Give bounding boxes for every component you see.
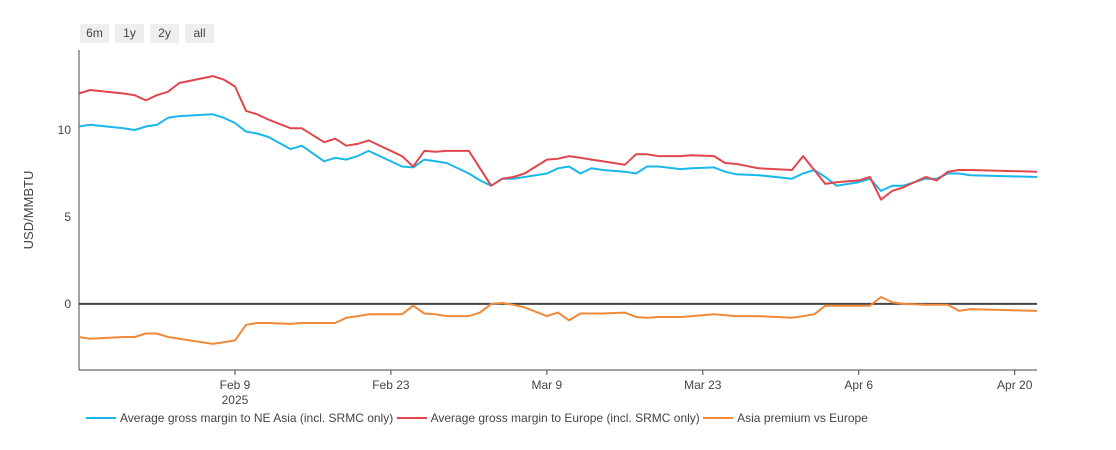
series-line-premium [78, 296, 1038, 345]
range-button-all[interactable]: all [185, 24, 214, 43]
range-selector: 6m 1y 2y all [80, 24, 214, 43]
series-line-ne-asia [78, 113, 1038, 192]
x-tick-label: Mar 23 [684, 378, 722, 392]
y-tick-label: 0 [64, 297, 71, 311]
x-tick-label: Apr 6 [844, 378, 873, 392]
x-tick-label: Feb 23 [372, 378, 410, 392]
x-tick-label: Mar 9 [532, 378, 563, 392]
legend-label-ne-asia: Average gross margin to NE Asia (incl. S… [120, 411, 394, 425]
legend-item-ne-asia[interactable]: Average gross margin to NE Asia (incl. S… [86, 411, 393, 425]
legend-label-premium: Asia premium vs Europe [737, 411, 868, 425]
legend-label-europe: Average gross margin to Europe (incl. SR… [430, 411, 700, 425]
chart-legend: Average gross margin to NE Asia (incl. S… [86, 408, 901, 428]
x-year-label: 2025 [222, 393, 249, 407]
legend-swatch-ne-asia [86, 417, 116, 419]
y-axis-title: USD/MMBTU [21, 171, 36, 250]
range-button-1y[interactable]: 1y [115, 24, 144, 43]
x-tick-label: Feb 9 [220, 378, 251, 392]
range-button-2y[interactable]: 2y [150, 24, 179, 43]
series-line-europe [78, 75, 1038, 201]
legend-item-premium[interactable]: Asia premium vs Europe [703, 411, 868, 425]
x-tick-label: Apr 20 [997, 378, 1033, 392]
legend-item-europe[interactable]: Average gross margin to Europe (incl. SR… [396, 411, 700, 425]
legend-swatch-premium [703, 417, 734, 419]
y-tick-label: 5 [64, 210, 71, 224]
legend-swatch-europe [396, 417, 427, 419]
range-button-6m[interactable]: 6m [80, 24, 109, 43]
y-tick-label: 10 [58, 123, 72, 137]
